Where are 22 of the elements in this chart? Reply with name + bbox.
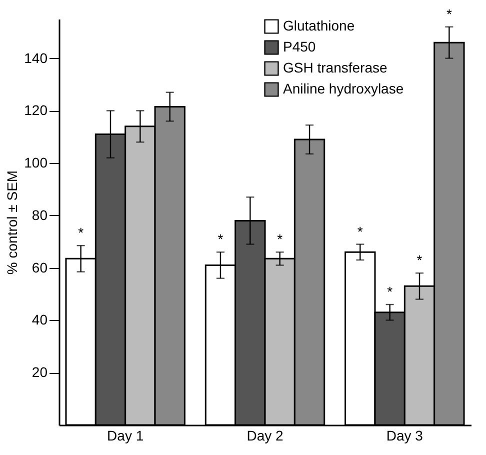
x-tick-label: Day 3 bbox=[386, 428, 424, 444]
data-label: * bbox=[387, 284, 394, 300]
x-tick-label: Day 1 bbox=[107, 428, 144, 444]
legend-label: Aniline hydroxylase bbox=[283, 80, 404, 96]
data-label: * bbox=[446, 6, 452, 22]
x-tick-label: Day 2 bbox=[246, 428, 284, 444]
legend-label: GSH transferase bbox=[283, 60, 388, 76]
y-tick-label: 120 bbox=[24, 102, 48, 118]
y-tick-label: 60 bbox=[32, 259, 48, 276]
y-tick-label: 140 bbox=[24, 50, 48, 66]
legend-label: Glutathione bbox=[283, 18, 355, 34]
y-tick-label: 20 bbox=[32, 364, 48, 380]
y-tick-label: 40 bbox=[32, 312, 48, 328]
data-label: * bbox=[277, 231, 284, 248]
data-label: * bbox=[416, 252, 423, 268]
y-axis-title: % control ± SEM bbox=[4, 170, 20, 275]
data-label: * bbox=[78, 224, 84, 241]
y-tick-label: 80 bbox=[32, 206, 48, 223]
data-label: * bbox=[357, 223, 364, 240]
y-tick-label: 100 bbox=[24, 154, 48, 171]
legend-label: P450 bbox=[283, 38, 316, 54]
data-label: * bbox=[218, 231, 224, 248]
